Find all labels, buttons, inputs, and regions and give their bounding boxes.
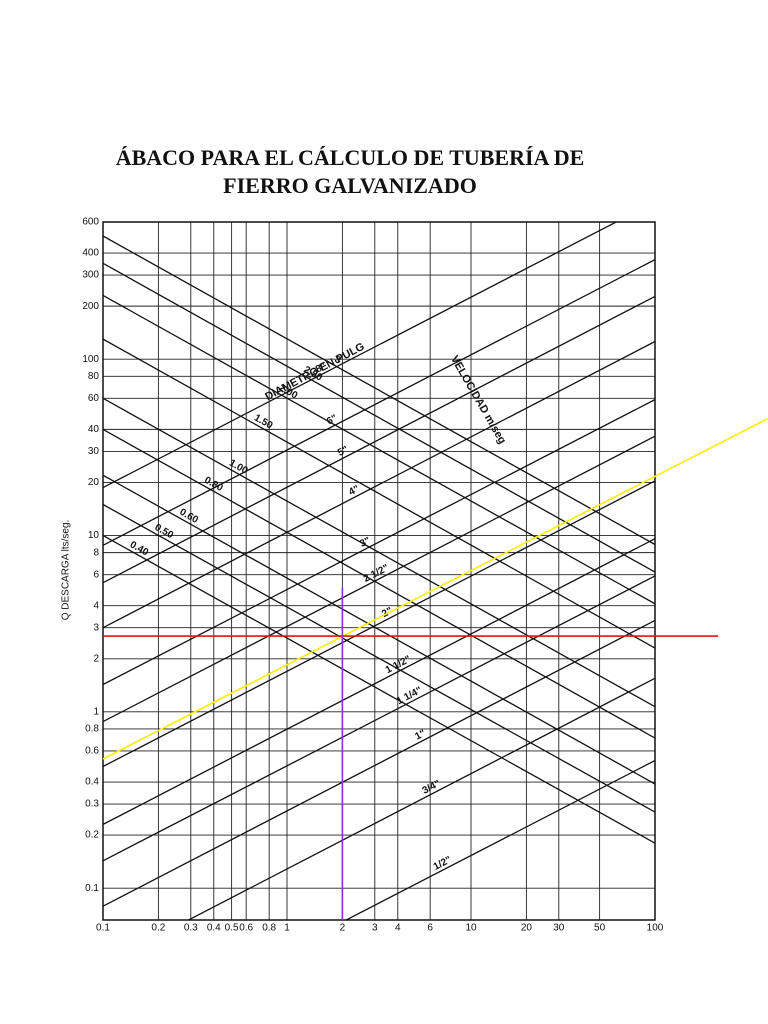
x-tick-label: 2 bbox=[340, 923, 346, 934]
y-tick-label: 400 bbox=[82, 248, 99, 259]
plot-area bbox=[103, 222, 655, 920]
diameter-line bbox=[103, 295, 655, 584]
line-label: 3" bbox=[358, 535, 372, 550]
line-label: 1" bbox=[413, 728, 427, 743]
diameter-line bbox=[187, 677, 655, 920]
line-label: 4" bbox=[347, 483, 361, 498]
line-label: 3 bbox=[333, 354, 344, 367]
y-tick-label: 300 bbox=[82, 270, 99, 281]
y-tick-label: 0.4 bbox=[85, 777, 99, 788]
y-tick-label: 3 bbox=[93, 622, 99, 633]
x-tick-label: 0.6 bbox=[239, 923, 253, 934]
line-label: 5" bbox=[336, 444, 350, 459]
y-tick-label: 200 bbox=[82, 301, 99, 312]
diameter-line bbox=[103, 340, 655, 629]
diameter-line bbox=[103, 435, 655, 723]
diameter-line bbox=[103, 259, 655, 546]
x-tick-label: 1 bbox=[284, 923, 290, 934]
y-tick-label: 0.8 bbox=[85, 724, 99, 735]
y-tick-label: 60 bbox=[88, 393, 100, 404]
y-tick-label: 8 bbox=[93, 547, 99, 558]
velocity-line bbox=[103, 338, 655, 649]
plot-frame bbox=[102, 221, 656, 921]
y-tick-label: 100 bbox=[82, 354, 99, 365]
y-tick-label: 80 bbox=[88, 371, 100, 382]
x-tick-label: 0.8 bbox=[262, 923, 276, 934]
x-tick-label: 20 bbox=[521, 923, 533, 934]
y-tick-label: 1 bbox=[93, 706, 99, 717]
chart-title: ÁBACO PARA EL CÁLCULO DE TUBERÍA DE bbox=[116, 145, 585, 170]
velocity-line bbox=[103, 534, 655, 844]
x-tick-label: 0.5 bbox=[225, 923, 239, 934]
x-tick-label: 100 bbox=[647, 923, 664, 934]
velocity-line bbox=[103, 262, 655, 573]
diameter-line bbox=[103, 222, 618, 489]
velocity-line bbox=[103, 503, 655, 813]
x-tick-label: 50 bbox=[594, 923, 606, 934]
line-label: 8" bbox=[314, 361, 328, 376]
x-tick-label: 6 bbox=[427, 923, 433, 934]
y-tick-label: 0.2 bbox=[85, 830, 99, 841]
y-tick-label: 30 bbox=[88, 446, 100, 457]
line-label: 6" bbox=[325, 413, 339, 428]
x-tick-label: 10 bbox=[465, 923, 477, 934]
y-tick-label: 4 bbox=[93, 600, 99, 611]
velocity-line bbox=[103, 428, 655, 739]
velocity-line bbox=[103, 474, 655, 785]
y-tick-label: 10 bbox=[88, 530, 100, 541]
x-tick-label: 0.3 bbox=[184, 923, 198, 934]
x-tick-label: 0.1 bbox=[96, 923, 110, 934]
x-tick-label: 3 bbox=[372, 923, 378, 934]
velocity-line bbox=[103, 397, 655, 708]
y-tick-label: 600 bbox=[82, 217, 99, 228]
y-tick-label: 2 bbox=[93, 653, 99, 664]
y-tick-label: 0.3 bbox=[85, 799, 99, 810]
diameter-line bbox=[103, 538, 655, 825]
velocity-line bbox=[103, 235, 655, 546]
y-tick-label: 0.1 bbox=[85, 883, 99, 894]
diameter-line bbox=[103, 480, 655, 768]
diameter-line bbox=[103, 575, 655, 862]
y-tick-label: 20 bbox=[88, 477, 100, 488]
y-tick-label: 40 bbox=[88, 424, 100, 435]
x-tick-label: 30 bbox=[553, 923, 565, 934]
diameter-line bbox=[344, 759, 655, 920]
overlay-line bbox=[102, 417, 768, 760]
x-tick-label: 0.2 bbox=[151, 923, 165, 934]
diameter-line bbox=[103, 619, 655, 907]
velocity-line bbox=[103, 294, 655, 605]
x-tick-label: 4 bbox=[395, 923, 401, 934]
y-tick-label: 0.6 bbox=[85, 746, 99, 757]
diameter-line bbox=[103, 399, 655, 686]
chart-title: FIERRO GALVANIZADO bbox=[223, 173, 477, 198]
x-tick-label: 0.4 bbox=[207, 923, 221, 934]
y-axis-label: Q DESCARGA lts/seg. bbox=[61, 520, 72, 621]
y-tick-label: 6 bbox=[93, 569, 99, 580]
